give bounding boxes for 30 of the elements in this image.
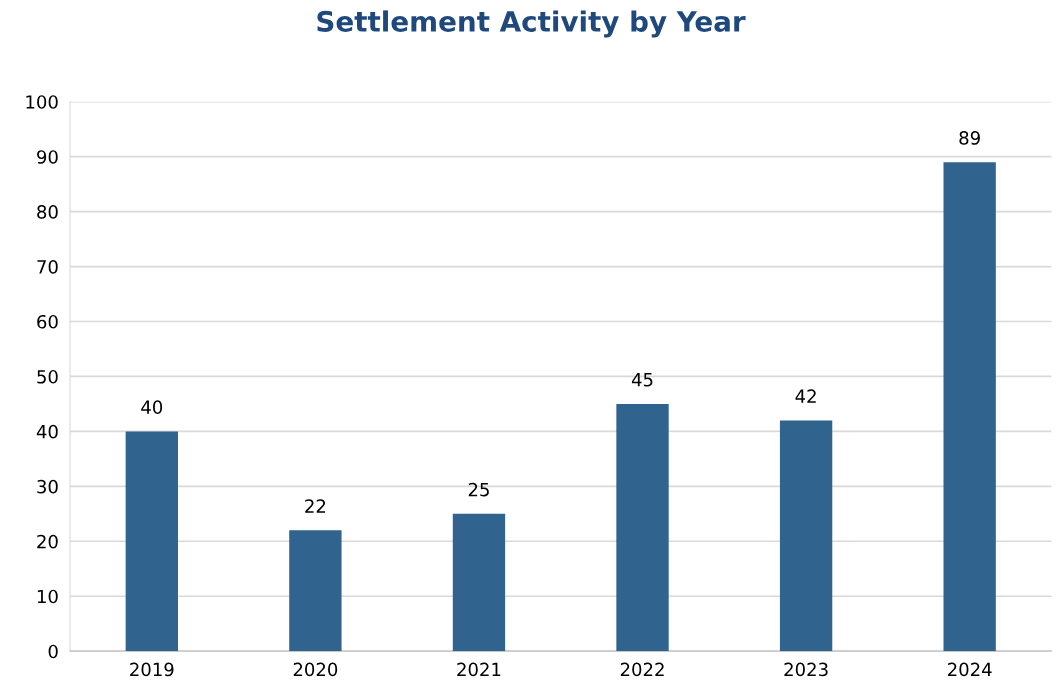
data-label: 40 [141,400,163,415]
bar [943,162,996,652]
bar [289,530,342,652]
y-tick-label: 90 [37,150,58,164]
y-tick-label: 60 [37,314,58,329]
y-tick-label: 50 [37,369,58,384]
data-label: 25 [468,482,489,497]
x-tick-label: 2019 [130,662,174,677]
y-tick-label: 70 [37,260,58,274]
y-tick-label: 100 [26,95,58,109]
chart-title: Settlement Activity by Year [317,10,746,38]
y-tick-label: 20 [37,534,58,549]
bar [616,403,669,652]
data-label: 89 [959,131,980,145]
x-tick-label: 2022 [620,662,664,677]
y-tick-label: 0 [48,644,58,659]
x-tick-label: 2024 [948,662,992,677]
y-tick-label: 40 [36,424,58,439]
bar [125,431,178,652]
bar [452,513,506,652]
y-tick-label: 80 [37,205,58,219]
data-label: 22 [305,499,326,513]
x-tick-label: 2023 [784,662,828,677]
y-tick-label: 30 [37,479,58,494]
y-tick-label: 10 [37,589,58,604]
x-tick-label: 2020 [293,662,338,677]
data-label: 42 [795,389,816,403]
x-tick-label: 2021 [457,662,501,677]
data-label: 45 [631,373,653,387]
bar [779,420,833,652]
